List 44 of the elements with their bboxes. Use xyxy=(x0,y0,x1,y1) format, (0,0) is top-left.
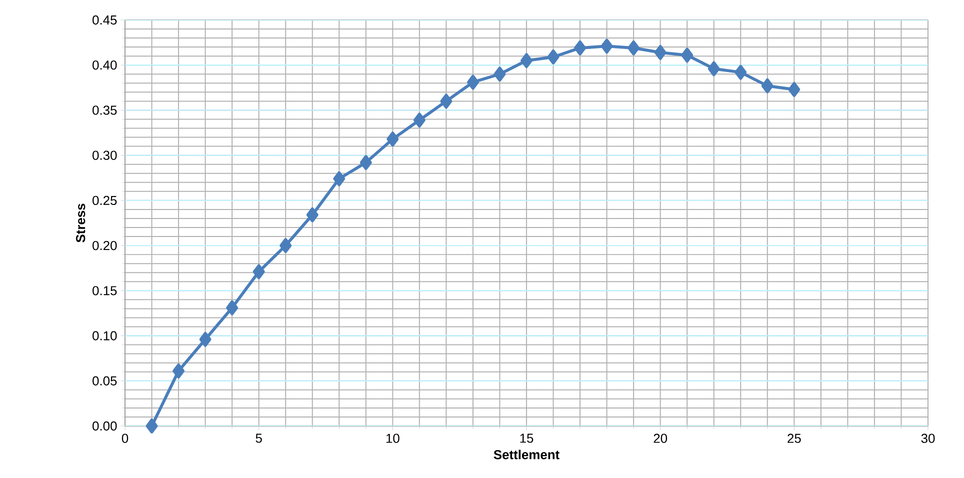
point xyxy=(333,171,346,186)
point xyxy=(226,300,238,316)
point xyxy=(628,40,640,56)
y-tick-label: 0.35 xyxy=(92,106,117,115)
point xyxy=(467,74,479,90)
point xyxy=(440,94,452,109)
point xyxy=(654,44,666,60)
y-tick-label: 0.00 xyxy=(92,421,117,431)
point xyxy=(306,207,318,222)
x-tick-label: 20 xyxy=(654,434,668,443)
point xyxy=(520,53,532,68)
point xyxy=(600,38,613,54)
point xyxy=(761,78,774,94)
y-tick-label: 0.25 xyxy=(92,196,117,206)
y-tick-label: 0.10 xyxy=(92,331,117,340)
x-tick-label: 15 xyxy=(520,434,534,443)
x-tick-label: 5 xyxy=(256,434,262,443)
x-axis-title: Settlement xyxy=(494,450,560,460)
x-tick-label: 10 xyxy=(386,434,400,443)
x-tick-label: 30 xyxy=(921,434,935,443)
point xyxy=(494,66,506,82)
x-tick-label: 25 xyxy=(788,434,801,443)
point xyxy=(199,332,212,347)
point xyxy=(360,155,372,170)
point xyxy=(280,238,292,254)
point xyxy=(386,132,399,147)
y-tick-label: 0.05 xyxy=(92,376,117,386)
x-tick-label: 0 xyxy=(122,434,128,443)
point xyxy=(547,50,560,64)
point xyxy=(708,61,720,76)
point xyxy=(413,112,426,128)
y-axis-title: Stress xyxy=(76,204,86,242)
point xyxy=(146,418,158,434)
point xyxy=(788,82,800,97)
point xyxy=(172,363,185,378)
y-tick-label: 0.30 xyxy=(92,150,117,160)
point xyxy=(734,64,747,80)
y-tick-label: 0.40 xyxy=(92,60,117,70)
point xyxy=(252,264,265,280)
y-tick-label: 0.15 xyxy=(92,286,117,296)
y-tick-label: 0.45 xyxy=(92,15,117,25)
y-tick-label: 0.20 xyxy=(92,240,117,250)
point xyxy=(681,48,694,63)
point xyxy=(574,40,586,56)
